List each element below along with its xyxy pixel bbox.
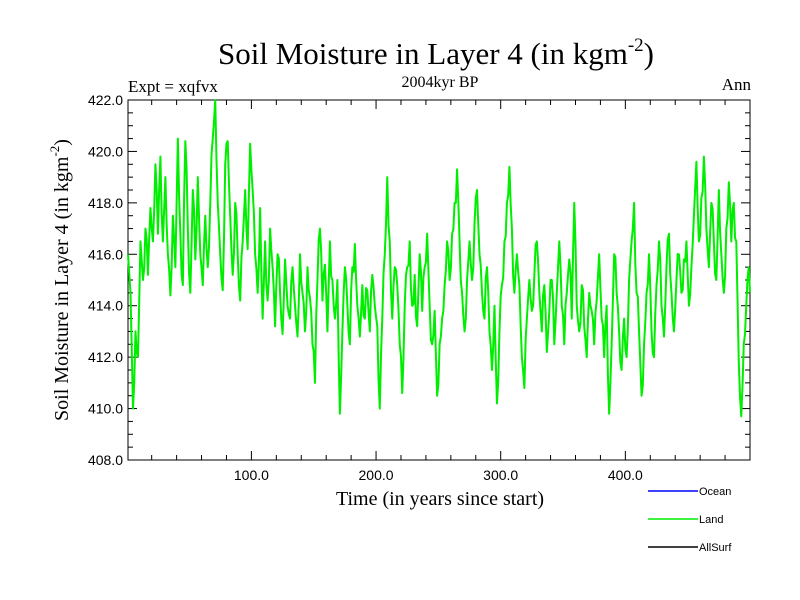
legend-item-allsurf: AllSurf — [648, 542, 732, 554]
legend-item-land: Land — [648, 514, 723, 526]
y-tick-label: 422.0 — [88, 92, 123, 108]
y-tick-label: 418.0 — [88, 195, 123, 211]
x-tick-label: 100.0 — [234, 467, 269, 483]
y-tick-label: 416.0 — [88, 246, 123, 262]
chart-title: Soil Moisture in Layer 4 (in kgm-2) — [218, 35, 654, 71]
legend: Ocean Land AllSurf — [648, 486, 732, 554]
x-tick-label: 400.0 — [608, 467, 643, 483]
y-axis: 408.0 410.0 412.0 414.0 416.0 418.0 420.0 422.0 — [88, 92, 750, 468]
expt-label: Expt = xqfvx — [128, 77, 218, 96]
legend-item-ocean: Ocean — [648, 486, 731, 498]
legend-label-ocean: Ocean — [699, 486, 731, 498]
legend-label-land: Land — [699, 514, 723, 526]
y-tick-label: 408.0 — [88, 452, 123, 468]
x-axis: 100.0 200.0 300.0 400.0 — [151, 100, 726, 483]
y-tick-label: 412.0 — [88, 349, 123, 365]
series-line-land — [127, 99, 751, 418]
legend-label-allsurf: AllSurf — [699, 542, 732, 554]
y-tick-label: 410.0 — [88, 401, 123, 417]
season-label: Ann — [722, 75, 752, 94]
y-axis-label: Soil Moisture in Layer 4 (in kgm-2) — [47, 139, 73, 421]
x-axis-label: Time (in years since start) — [336, 488, 544, 510]
y-tick-label: 420.0 — [88, 143, 123, 159]
chart-subtitle: 2004kyr BP — [402, 74, 479, 91]
x-tick-label: 300.0 — [483, 467, 518, 483]
series-layer — [127, 99, 751, 418]
y-tick-label: 414.0 — [88, 298, 123, 314]
x-tick-label: 200.0 — [359, 467, 394, 483]
